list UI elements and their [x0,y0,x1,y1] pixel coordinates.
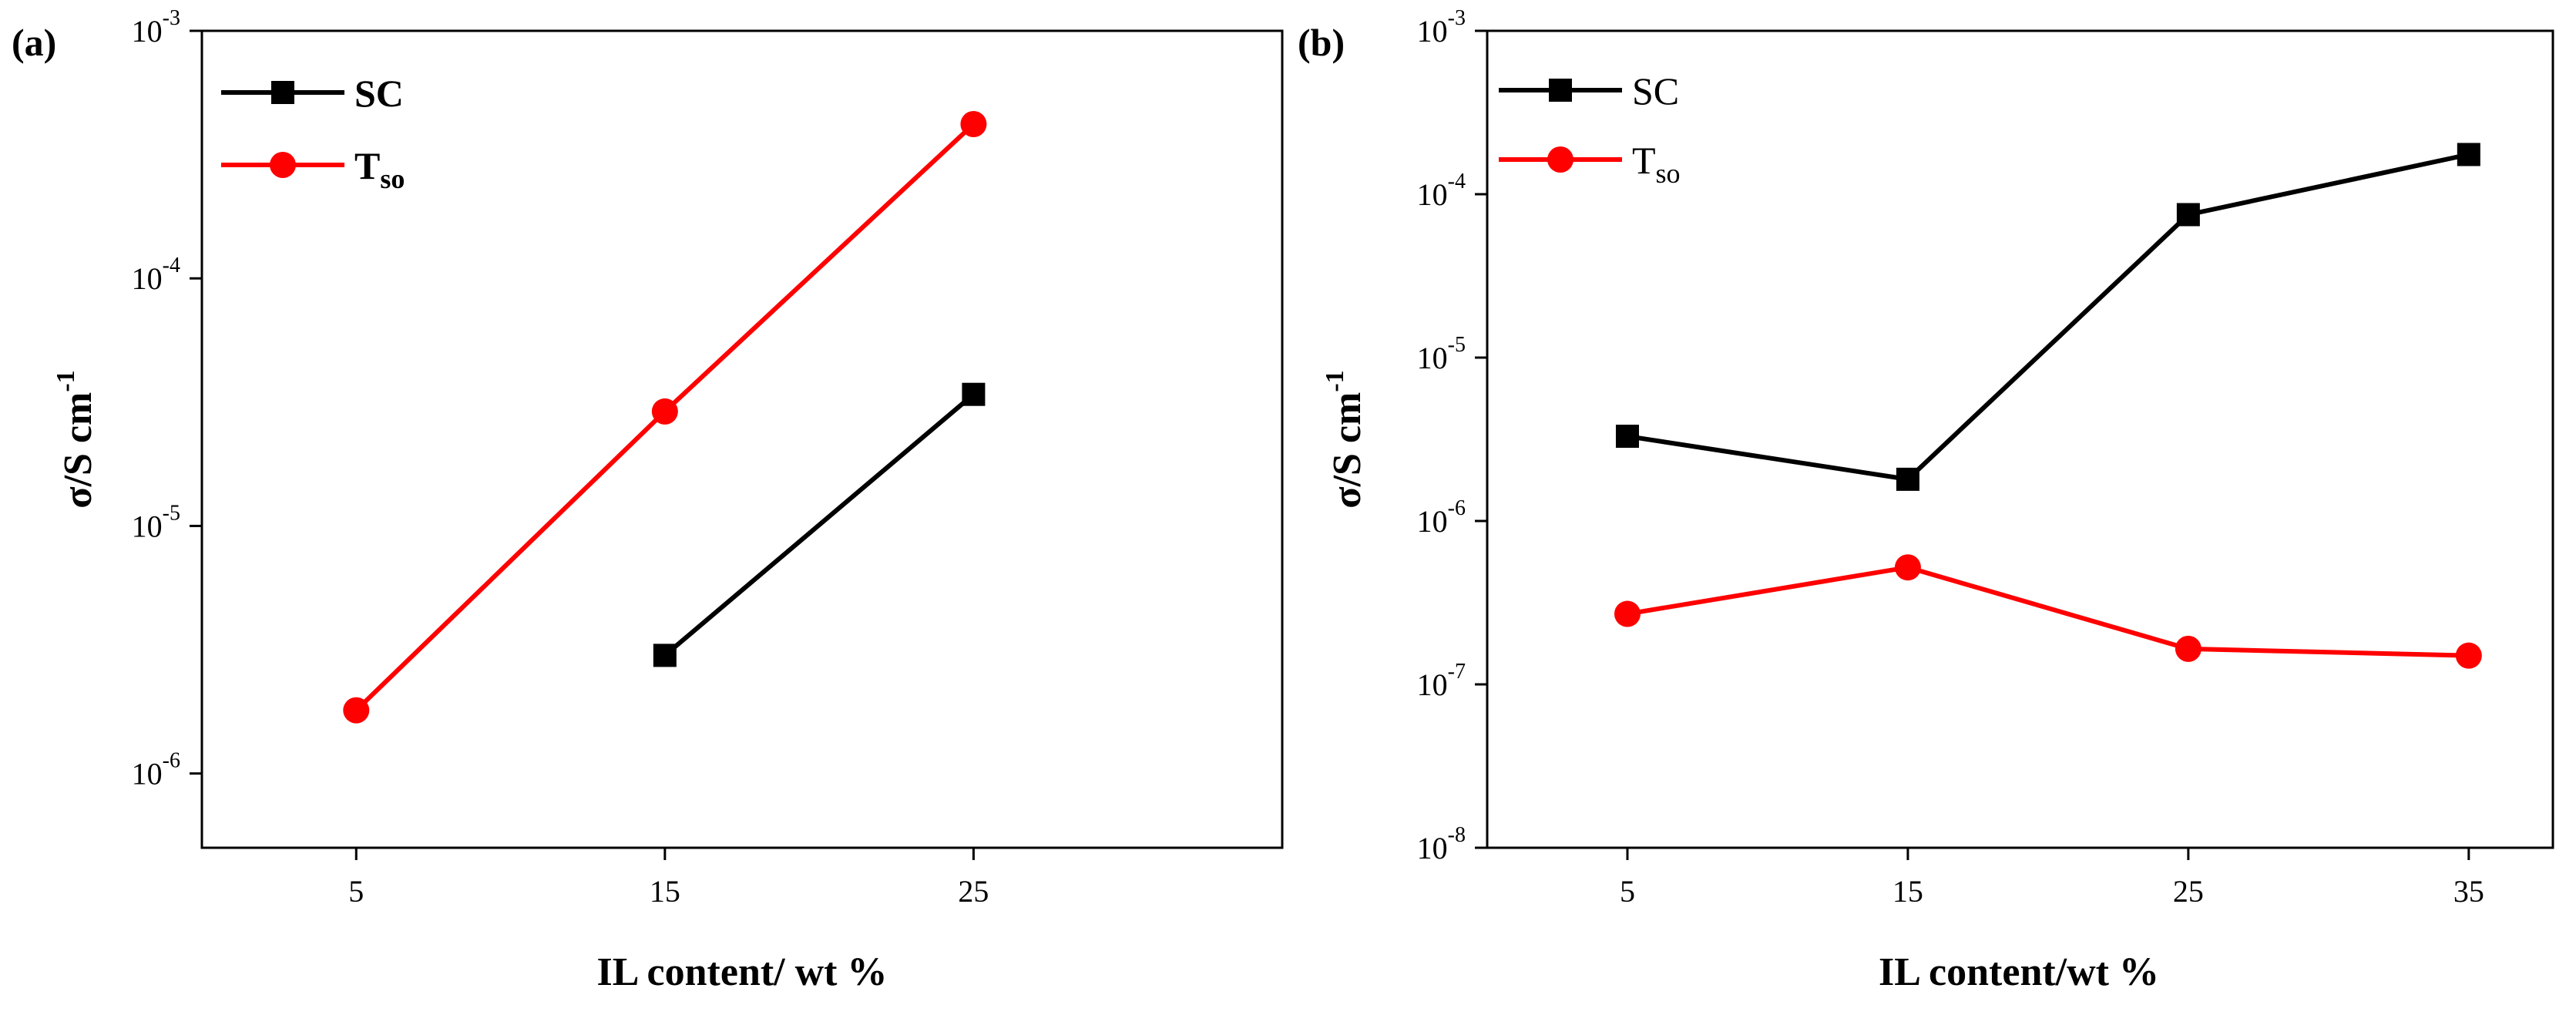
panel-a-sc-point [653,644,677,667]
panel-b-label: (b) [1298,21,1345,64]
panel-a-series-sc-line [663,392,976,657]
panel-b-y-tick-label: 10-6 [1417,496,1466,539]
panel-a-y-axis-title-main: σ/S cm [56,392,100,509]
panel-b-tso-point [2175,635,2202,662]
panel-b-series-tso-line [1627,565,2469,658]
panel-b-sc-point [1896,467,1919,491]
panel-a-legend: SC Tso [221,72,405,194]
panel-b-y-tick-label: 10-8 [1417,823,1466,865]
panel-a-tso-point [651,398,678,425]
panel-a-legend-sc-label: SC [354,72,404,115]
panel-a-legend-tso-sub: so [380,163,405,194]
panel-a-label: (a) [12,21,56,64]
panel-a-x-tick-label: 5 [348,874,364,909]
panel-a-series-markers [343,111,987,724]
panel-a-y-tick-label: 10-4 [132,254,180,296]
panel-b: (b) 5 15 25 35 10-8 10-7 10-6 10-5 10-4 10-3 IL c… [1298,6,2554,994]
panel-a-plot-frame [200,29,1284,849]
panel-b-x-axis-title: IL content/wt % [1879,950,2159,994]
panel-b-plot-frame [1486,29,2554,849]
panel-b-y-tick-label: 10-4 [1417,170,1466,212]
panel-a-ticks: 5 15 25 10-6 10-5 10-4 10-3 [132,6,989,909]
panel-b-y-axis-title-main: σ/S cm [1325,392,1369,509]
panel-b-legend-tso-marker [1547,146,1573,173]
panel-b-legend-tso-label: Tso [1632,139,1681,189]
panel-a-tso-point [960,111,987,138]
panel-b-series-sc-line [1627,152,2470,482]
panel-a: (a) 5 15 25 10-6 10-5 10-4 10-3 IL content/ wt… [12,6,1284,994]
panel-b-legend-tso-main: T [1632,139,1656,182]
panel-b-x-tick-label: 35 [2453,874,2484,909]
panel-b-tso-point [1894,554,1921,581]
panel-b-y-tick-label: 10-5 [1417,333,1466,375]
panel-a-legend-tso-marker [270,152,296,178]
panel-b-sc-point [1615,425,1639,449]
panel-b-x-tick-label: 5 [1620,874,1635,909]
panel-a-x-axis-title: IL content/ wt % [597,950,888,994]
panel-b-series-lines [1627,152,2470,658]
panel-b-series-markers [1614,143,2482,669]
panel-b-tso-point [1614,600,1641,627]
panel-a-legend-tso-main: T [354,144,380,187]
panel-a-y-axis-title: σ/S cm-1 [52,370,100,508]
panel-a-y-tick-label: 10-6 [132,749,180,791]
panel-a-y-tick-label: 10-3 [132,6,180,49]
panel-a-x-tick-label: 25 [958,874,989,909]
panel-a-y-tick-label: 10-5 [132,501,180,543]
panel-b-ticks: 5 15 25 35 10-8 10-7 10-6 10-5 10-4 10-3 [1417,6,2484,909]
panel-b-legend: SC Tso [1499,69,1681,189]
panel-b-x-tick-label: 15 [1893,874,1923,909]
panel-b-y-axis-title-sup: -1 [1321,370,1349,392]
panel-a-legend-tso-label: Tso [354,144,405,194]
panel-b-sc-point [2176,203,2200,227]
panel-b-legend-sc-label: SC [1632,69,1679,113]
panel-b-x-tick-label: 25 [2173,874,2204,909]
panel-b-legend-sc-marker [1549,79,1572,102]
panel-a-legend-sc-marker [271,81,294,104]
panel-b-y-tick-label: 10-7 [1417,660,1466,702]
panel-b-y-axis-title: σ/S cm-1 [1321,370,1369,508]
panel-a-tso-point [343,697,370,724]
panel-a-sc-point [962,382,986,406]
panel-b-tso-point [2455,642,2482,669]
panel-a-y-axis-title-sup: -1 [52,370,80,392]
panel-b-y-tick-label: 10-3 [1417,6,1466,49]
panel-b-sc-point [2457,143,2480,166]
panel-a-x-tick-label: 15 [650,874,680,909]
panel-b-legend-tso-sub: so [1656,158,1681,189]
